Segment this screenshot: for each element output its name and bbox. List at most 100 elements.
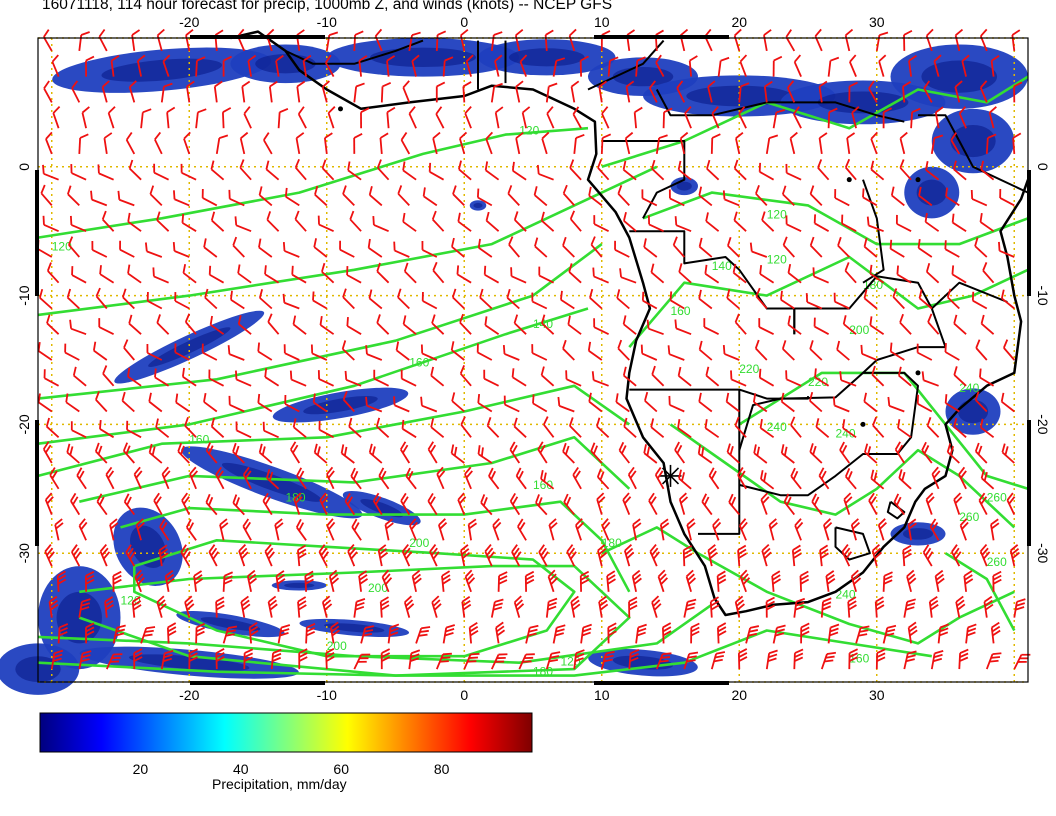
- wind-barb-staff: [712, 525, 720, 541]
- wind-barb-staff: [457, 220, 472, 232]
- wind-barb: [126, 420, 142, 439]
- wind-barb-feather: [331, 629, 341, 637]
- wind-barb: [78, 598, 91, 618]
- wind-barb: [247, 54, 257, 77]
- wind-barb-staff: [368, 247, 383, 258]
- wind-barb: [813, 214, 830, 232]
- wind-barb-staff: [934, 575, 940, 592]
- wind-barb-staff: [894, 449, 906, 464]
- wind-barb: [400, 492, 411, 516]
- wind-barb-feather: [907, 650, 917, 655]
- wind-barb-feather: [921, 371, 925, 381]
- wind-barb-feather: [662, 626, 672, 633]
- wind-barb-feather: [525, 653, 535, 656]
- wind-barb-feather: [163, 653, 173, 659]
- wind-barb-staff: [716, 575, 720, 592]
- wind-barb: [467, 518, 478, 541]
- wind-barb: [232, 236, 245, 258]
- wind-barb-feather: [953, 492, 962, 501]
- wind-barb-feather: [736, 599, 745, 607]
- wind-barb-feather: [633, 577, 642, 585]
- wind-barb-feather: [458, 160, 462, 170]
- wind-barb-feather: [349, 210, 355, 220]
- wind-barb: [588, 392, 603, 413]
- wind-barb-staff: [818, 137, 823, 155]
- wind-barb-feather: [683, 549, 693, 555]
- wind-barb-staff: [950, 139, 961, 155]
- wind-barb-feather: [331, 577, 340, 585]
- wind-barb-feather: [652, 551, 660, 560]
- wind-barb: [203, 392, 218, 413]
- wind-barb: [112, 570, 122, 592]
- wind-barb: [678, 469, 692, 490]
- wind-barb-feather: [690, 626, 700, 633]
- wind-barb-feather: [944, 240, 947, 250]
- wind-barb-feather: [513, 314, 519, 324]
- wind-barb: [451, 237, 465, 258]
- wind-barb-feather: [183, 131, 191, 140]
- wind-barb-feather: [785, 370, 788, 380]
- wind-barb: [890, 186, 905, 207]
- wind-barb: [710, 133, 721, 154]
- wind-barb-staff: [284, 250, 300, 258]
- wind-barb-staff: [758, 326, 775, 336]
- wind-barb-feather: [939, 631, 949, 637]
- wind-barb: [640, 344, 658, 361]
- wind-barb-staff: [486, 425, 500, 438]
- wind-barb-staff: [596, 425, 610, 438]
- wind-barb: [268, 80, 278, 103]
- wind-barb-staff: [937, 627, 942, 644]
- wind-barb-feather: [742, 577, 751, 585]
- wind-barb-feather: [614, 240, 616, 250]
- wind-barb-feather: [897, 444, 904, 454]
- wind-barb: [825, 570, 836, 592]
- wind-barb-staff: [277, 627, 283, 644]
- wind-barb-staff: [899, 167, 912, 181]
- precipitation-layer: [0, 38, 1028, 695]
- wind-barb: [953, 160, 967, 181]
- wind-barb-feather: [883, 579, 893, 585]
- wind-barb-feather: [59, 623, 69, 629]
- wind-barb-feather: [863, 237, 868, 247]
- wind-barb: [841, 214, 857, 232]
- wind-barb: [240, 595, 251, 618]
- wind-barb-feather: [164, 649, 174, 655]
- wind-barb-feather: [572, 603, 581, 611]
- wind-barb-staff: [1012, 137, 1016, 154]
- wind-barb-staff: [264, 376, 280, 387]
- wind-barb: [436, 466, 446, 490]
- wind-barb: [95, 391, 108, 413]
- wind-barb-staff: [861, 353, 878, 361]
- wind-barb-feather: [232, 442, 237, 452]
- wind-barb-feather: [514, 595, 522, 603]
- wind-barb-feather: [57, 574, 67, 581]
- wind-barb-feather: [809, 236, 815, 246]
- wind-barb-feather: [772, 578, 781, 585]
- wind-barb-feather: [298, 552, 307, 559]
- wind-barb-feather: [698, 340, 703, 350]
- wind-barb-staff: [980, 323, 995, 335]
- wind-barb-feather: [125, 544, 132, 553]
- wind-barb: [37, 341, 53, 361]
- wind-barb-staff: [958, 474, 967, 490]
- precip-core: [56, 591, 102, 644]
- wind-barb: [459, 131, 468, 155]
- wind-barb: [902, 544, 912, 567]
- wind-barb-staff: [519, 61, 527, 77]
- wind-barb-feather: [916, 394, 919, 404]
- wind-barb-staff: [305, 627, 308, 644]
- lon-tick-top: -10: [317, 14, 337, 30]
- wind-barb: [677, 160, 692, 181]
- wind-barb-feather: [845, 551, 853, 560]
- wind-barb-staff: [133, 473, 142, 490]
- wind-barb-staff: [641, 352, 658, 361]
- wind-barb-feather: [101, 547, 109, 556]
- wind-barb: [428, 162, 445, 181]
- wind-barb-staff: [339, 248, 355, 258]
- wind-barb-feather: [344, 493, 351, 502]
- wind-barb-feather: [485, 211, 490, 221]
- wind-barb-feather: [459, 313, 464, 323]
- wind-barb: [874, 596, 885, 618]
- wind-barb: [633, 106, 643, 129]
- wind-barb-staff: [262, 500, 273, 516]
